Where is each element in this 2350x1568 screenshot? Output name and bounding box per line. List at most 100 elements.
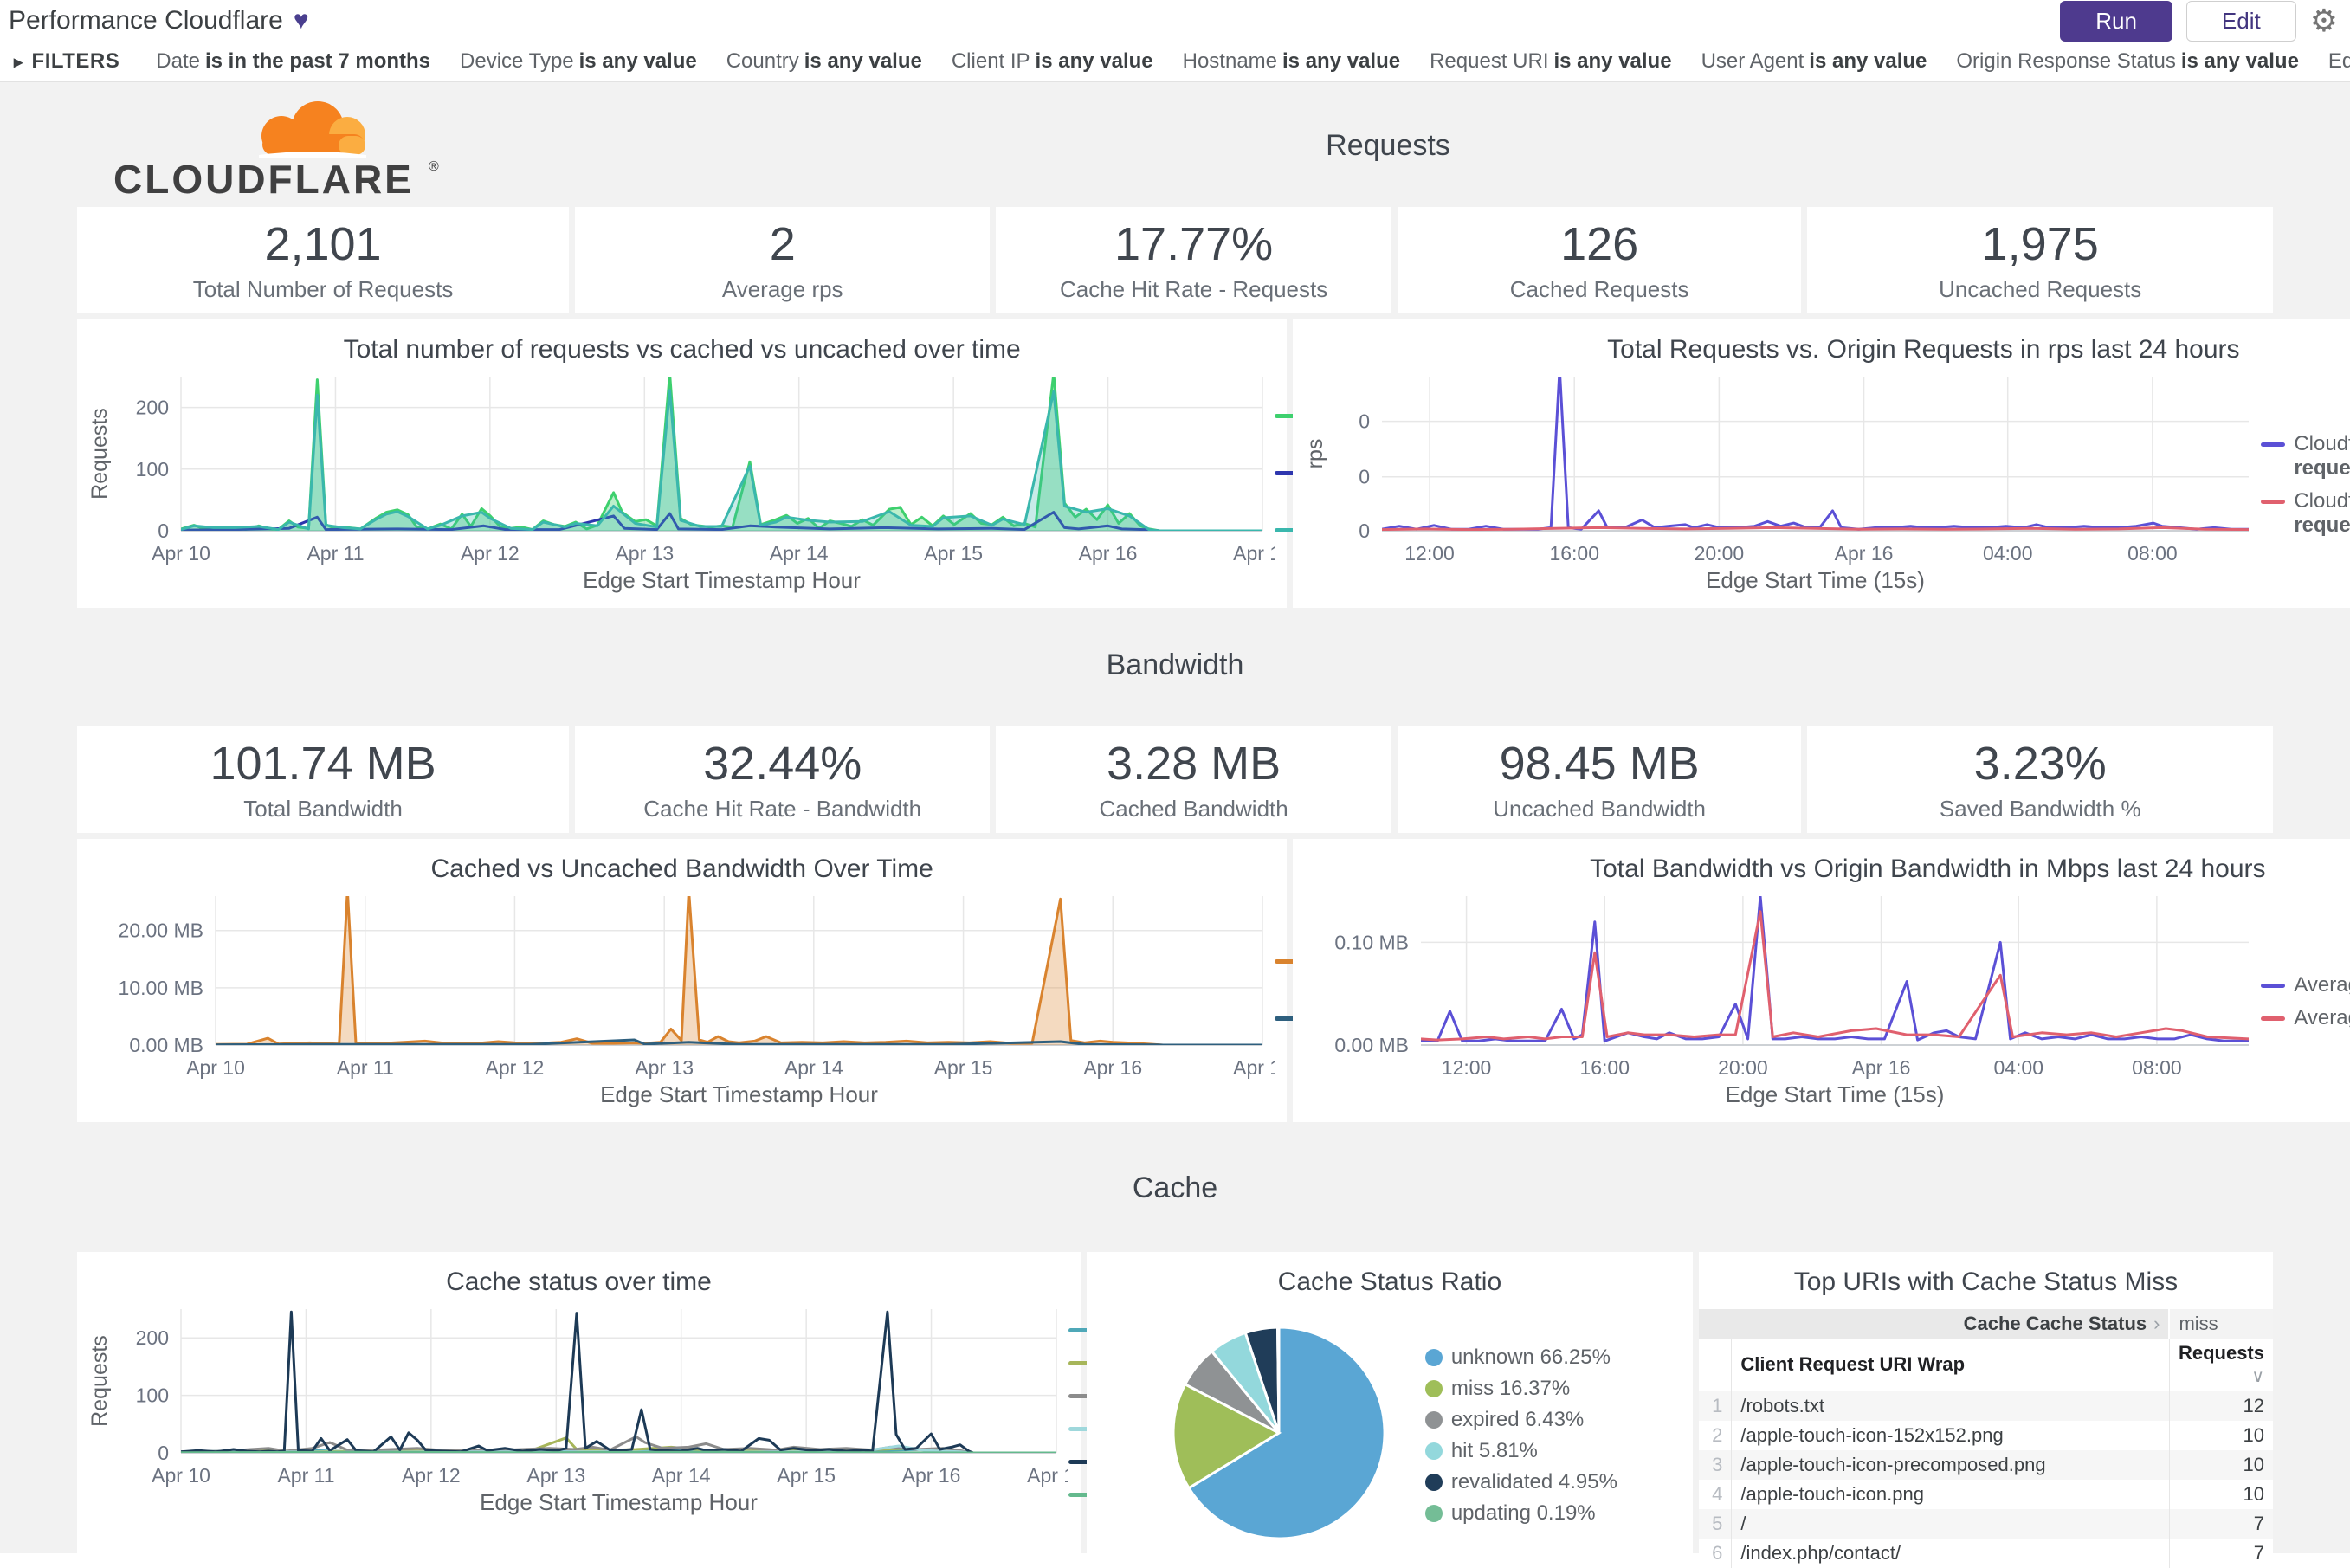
dashboard-title: Performance Cloudflare — [9, 6, 283, 35]
svg-text:Apr 13: Apr 13 — [635, 1056, 694, 1079]
legend-item[interactable]: Average Origin Bandwidth — [2261, 973, 2350, 997]
svg-text:20:00: 20:00 — [1695, 542, 1745, 565]
filter-country[interactable]: Country is any value — [726, 49, 922, 73]
svg-text:10.00 MB: 10.00 MB — [119, 977, 203, 999]
cache-status-over-time-tile: Cache status over time 0 100 200 Apr 10 Apr … — [77, 1252, 1203, 1564]
bandwidth-kpi-row: 101.74 MB Total Bandwidth 32.44% Cache Hit… — [77, 726, 2273, 833]
legend-item[interactable]: Average Total Bandwidth — [2261, 1006, 2350, 1030]
table-row[interactable]: 1/robots.txt 12 — [1698, 1391, 2273, 1421]
svg-text:Apr 12: Apr 12 — [461, 542, 520, 565]
filter-request-uri[interactable]: Request URI is any value — [1430, 49, 1672, 73]
legend-item[interactable]: Cloudflare Logs origin requests in rps — [2261, 489, 2350, 538]
svg-text:0.10 MB: 0.10 MB — [1335, 931, 1410, 953]
chart-title: Total Requests vs. Origin Requests in rp… — [1607, 335, 2240, 364]
sort-desc-icon: ∨ — [2251, 1367, 2264, 1386]
page-title: Performance Cloudflare ♥ — [9, 6, 309, 35]
svg-text:Apr 16: Apr 16 — [902, 1464, 961, 1487]
pie-legend-item[interactable]: revalidated 4.95% — [1424, 1469, 1617, 1494]
pie-legend-item[interactable]: expired 6.43% — [1424, 1408, 1617, 1432]
svg-text:0: 0 — [1359, 410, 1371, 433]
section-title-cache: Cache — [1132, 1171, 1218, 1204]
legend-dot — [1424, 1410, 1443, 1429]
pie-slice-miss — [1172, 1382, 1282, 1490]
legend-swatch — [2261, 442, 2286, 447]
filter-device-type[interactable]: Device Type is any value — [460, 49, 697, 73]
svg-text:Apr 11: Apr 11 — [307, 542, 364, 565]
legend-label: Cloudflare Logs total requests in rps — [2294, 432, 2350, 480]
column-header-uri[interactable]: Client Request URI Wrap — [1731, 1339, 2170, 1391]
svg-text:16:00: 16:00 — [1580, 1056, 1630, 1079]
kpi-total-bandwidth: 101.74 MB Total Bandwidth — [77, 726, 570, 833]
row-number-header — [1698, 1339, 1733, 1391]
filter-bar: ▸ FILTERS Date is in the past 7 months De… — [0, 42, 2350, 82]
svg-text:Apr 15: Apr 15 — [924, 542, 983, 565]
filter-origin-response-status[interactable]: Origin Response Status is any value — [1956, 49, 2299, 73]
cloud-icon — [259, 101, 366, 158]
section-title-requests: Requests — [1326, 128, 1450, 162]
svg-text:Apr 17: Apr 17 — [1027, 1464, 1068, 1487]
legend-swatch — [1275, 528, 1299, 532]
table-row[interactable]: 5/7 — [1698, 1509, 2273, 1539]
run-button[interactable]: Run — [2060, 0, 2172, 42]
legend-dot — [1424, 1473, 1443, 1491]
filters-toggle[interactable]: ▸ FILTERS — [14, 49, 119, 74]
legend-label: updating 0.19% — [1450, 1500, 1596, 1525]
table-row[interactable]: 6/index.php/contact/7 — [1698, 1539, 2273, 1568]
kpi-average-rps: 2 Average rps — [575, 207, 991, 313]
legend-swatch — [1068, 1328, 1093, 1332]
kpi-saved-bandwidth-pct: 3.23% Saved Bandwidth % — [1807, 726, 2273, 833]
section-title-bandwidth: Bandwidth — [1106, 648, 1244, 681]
table-row[interactable]: 2/apple-touch-icon-152x152.png 10 — [1698, 1421, 2273, 1450]
table-title: Top URIs with Cache Status Miss — [1793, 1268, 2179, 1296]
legend-swatch — [1275, 414, 1299, 418]
svg-text:Apr 16: Apr 16 — [1852, 1056, 1911, 1079]
top-uris-tile: Top URIs with Cache Status Miss Cache Ca… — [1698, 1252, 2273, 1568]
svg-text:0: 0 — [158, 519, 169, 542]
caret-right-icon: ▸ — [14, 52, 23, 72]
svg-text:Apr 11: Apr 11 — [337, 1056, 394, 1079]
legend-swatch — [1068, 1493, 1093, 1497]
pie-legend-item[interactable]: updating 0.19% — [1424, 1500, 1617, 1526]
legend-label: revalidated 4.95% — [1450, 1469, 1617, 1494]
legend-label: Average Origin Bandwidth — [2294, 973, 2350, 997]
gear-icon[interactable]: ⚙ — [2309, 3, 2338, 38]
top-bar: Performance Cloudflare ♥ Run Edit ⚙ — [0, 0, 2350, 42]
chart-title: Cached vs Uncached Bandwidth Over Time — [430, 855, 933, 883]
pie-legend-item[interactable]: hit 5.81% — [1424, 1438, 1617, 1463]
legend-swatch — [1068, 1460, 1093, 1464]
svg-text:Requests: Requests — [87, 1335, 112, 1427]
pie-legend-item[interactable]: miss 16.37% — [1424, 1377, 1617, 1401]
filter-hostname[interactable]: Hostname is any value — [1182, 49, 1401, 73]
cloudflare-logo-image: CLOUDFLARE ® — [113, 101, 439, 198]
chart-title: Total number of requests vs cached vs un… — [343, 335, 1021, 364]
cache-status-ratio-legend: unknown 66.25% miss 16.37% expired 6.43% hi… — [1424, 1345, 1617, 1526]
legend-swatch — [1068, 1427, 1093, 1431]
svg-text:200: 200 — [136, 397, 169, 419]
svg-text:Apr 12: Apr 12 — [486, 1056, 545, 1079]
svg-text:Apr 10: Apr 10 — [186, 1056, 245, 1079]
legend-dot — [1424, 1348, 1443, 1366]
svg-text:100: 100 — [136, 458, 169, 481]
legend-label: hit 5.81% — [1450, 1438, 1538, 1462]
svg-text:Apr 17: Apr 17 — [1233, 542, 1275, 565]
svg-text:Apr 14: Apr 14 — [784, 1056, 843, 1079]
table-row[interactable]: 3/apple-touch-icon-precomposed.png 10 — [1698, 1450, 2273, 1480]
bandwidth-24h-legend: Average Origin Bandwidth Average Total Ba… — [2261, 887, 2350, 1116]
svg-text:rps: rps — [1303, 439, 1327, 469]
legend-item[interactable]: Cloudflare Logs total requests in rps — [2261, 432, 2350, 481]
filter-client-ip[interactable]: Client IP is any value — [951, 49, 1153, 73]
pivot-value: miss — [2168, 1309, 2273, 1339]
filter-date[interactable]: Date is in the past 7 months — [156, 49, 431, 73]
table-row[interactable]: 4/apple-touch-icon.png 10 — [1698, 1480, 2273, 1509]
bandwidth-24h-chart: 0.00 MB 0.10 MB 12:00 16:00 20:00 Apr 16 04:00… — [1300, 887, 2261, 1116]
pie-legend-item[interactable]: unknown 66.25% — [1424, 1345, 1617, 1370]
svg-text:0: 0 — [1359, 519, 1371, 542]
chart-title: Cache status over time — [446, 1268, 712, 1296]
legend-swatch — [1068, 1394, 1093, 1398]
heart-icon: ♥ — [293, 6, 309, 35]
column-header-requests[interactable]: Requests ∨ — [2168, 1339, 2273, 1391]
svg-text:08:00: 08:00 — [2132, 1056, 2182, 1079]
edit-button[interactable]: Edit — [2185, 0, 2296, 42]
filter-user-agent[interactable]: User Agent is any value — [1701, 49, 1927, 73]
